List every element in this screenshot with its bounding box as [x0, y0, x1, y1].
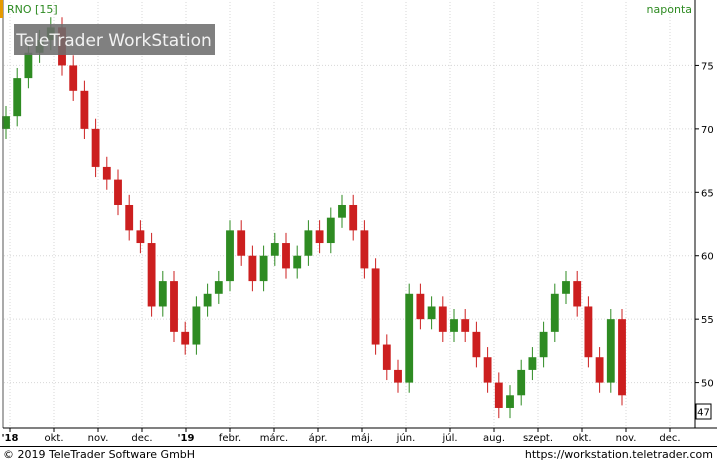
x-tick-label: aug.	[483, 433, 505, 444]
symbol-label: RNO [15]	[7, 3, 58, 16]
copyright-text: © 2019 TeleTrader Software GmbH	[3, 448, 196, 461]
candle-body	[80, 90, 89, 129]
x-tick-label: márc.	[260, 432, 288, 444]
candle-body	[382, 344, 391, 370]
x-tick-label: okt.	[572, 433, 591, 444]
x-tick-label: '19	[178, 433, 195, 444]
candle-body	[338, 204, 346, 218]
candle-body	[259, 255, 268, 282]
candle-body	[181, 331, 190, 345]
candle-body	[114, 179, 122, 205]
candle-body	[371, 268, 380, 345]
candle-body	[125, 204, 134, 231]
y-tick-label: 70	[701, 125, 714, 136]
candle-body	[237, 230, 246, 256]
candle-body	[192, 306, 201, 345]
y-tick-label: 75	[701, 61, 714, 72]
candle-body	[102, 166, 111, 180]
y-tick-label: 50	[701, 379, 714, 390]
candle-body	[203, 293, 212, 307]
x-tick-label: okt.	[44, 433, 63, 444]
watermark-box	[14, 24, 215, 55]
candle-body	[405, 293, 414, 383]
candle-body	[494, 382, 503, 408]
candle-body	[506, 395, 514, 408]
candle-body	[170, 281, 178, 332]
price-chart: 50 55 60 65 70 75 '18 okt. nov. dec. '19 febr. márc.…	[0, 0, 717, 446]
candle-body	[248, 255, 257, 282]
candle-body	[349, 204, 358, 231]
candle-body	[618, 319, 626, 396]
y-tick-label: 60	[701, 252, 714, 263]
period-label: naponta	[647, 3, 692, 16]
x-tick-label: jún.	[396, 432, 416, 444]
x-tick-label: máj.	[351, 432, 373, 444]
candle-body	[483, 357, 492, 383]
candle-body	[304, 230, 313, 256]
candle-body	[461, 319, 470, 332]
candle-body	[136, 230, 145, 244]
candle-body	[214, 281, 223, 294]
candle-body	[147, 243, 156, 307]
candle-body	[450, 319, 458, 332]
candle-body	[438, 306, 447, 332]
y-tick-label: 65	[701, 188, 714, 199]
x-tick-label: ápr.	[309, 432, 328, 444]
candle-body	[394, 369, 402, 383]
x-tick-label: '18	[2, 433, 19, 444]
x-tick-label: dec.	[659, 433, 680, 444]
last-price-tag	[695, 403, 712, 420]
candle-body	[2, 116, 10, 129]
candle-body	[360, 230, 369, 269]
candlestick-series	[2, 17, 626, 419]
x-tick-label: febr.	[219, 433, 241, 444]
x-tick-label: szept.	[523, 433, 553, 444]
candle-body	[584, 306, 593, 358]
watermark-text: TeleTrader WorkStation	[15, 31, 212, 51]
source-url: https://workstation.teletrader.com	[524, 448, 713, 461]
y-tick-label: 55	[701, 315, 714, 326]
axes: 50 55 60 65 70 75 '18 okt. nov. dec. '19 febr. márc.…	[2, 61, 714, 444]
candle-body	[595, 357, 604, 383]
candle-body	[517, 369, 526, 396]
candle-body	[13, 78, 22, 117]
x-tick-label: nov.	[88, 433, 109, 444]
candle-body	[326, 217, 335, 244]
candle-body	[293, 255, 302, 269]
candle-body	[562, 281, 570, 294]
x-tick-label: júl.	[441, 432, 457, 444]
candle-body	[573, 281, 582, 307]
candle-body	[539, 331, 548, 358]
candle-body	[606, 319, 615, 383]
candle-body	[550, 293, 559, 332]
symbol-marker	[0, 0, 3, 18]
candle-body	[91, 128, 100, 167]
footer: © 2019 TeleTrader Software GmbH https://…	[0, 446, 717, 464]
x-tick-label: nov.	[616, 433, 637, 444]
x-tick-label: dec.	[131, 433, 152, 444]
candle-body	[472, 331, 481, 358]
candle-body	[226, 230, 234, 282]
candle-body	[528, 357, 537, 370]
candle-body	[270, 243, 279, 256]
candle-body	[69, 65, 78, 91]
candle-body	[158, 281, 167, 307]
candle-body	[282, 243, 290, 269]
candle-body	[416, 293, 425, 320]
candle-body	[24, 52, 33, 79]
candle-body	[427, 306, 436, 320]
candle-body	[315, 230, 324, 244]
last-price-label: 47	[697, 408, 710, 419]
